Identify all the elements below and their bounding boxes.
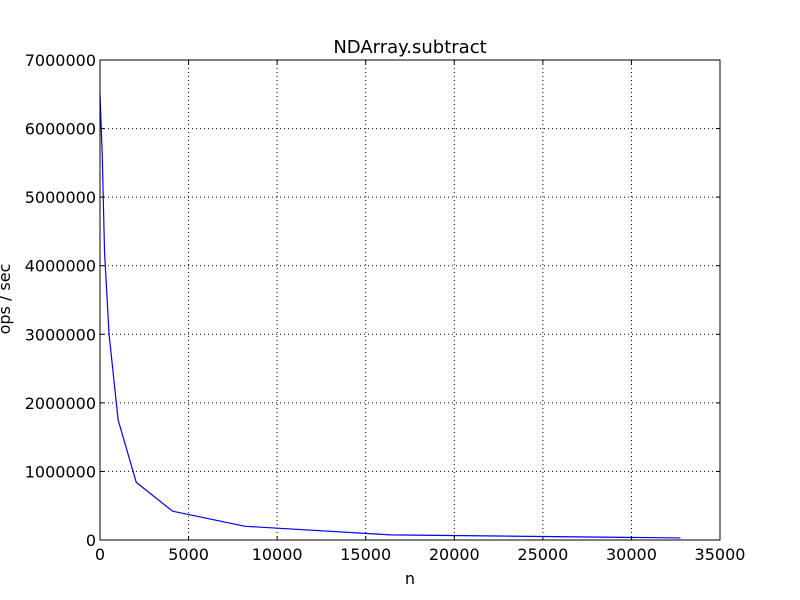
data-point — [680, 537, 681, 538]
y-tick-label: 4000000 — [25, 257, 96, 276]
x-tick-label: 20000 — [429, 545, 480, 564]
x-axis-label: n — [405, 569, 415, 588]
x-tick-label: 5000 — [168, 545, 209, 564]
x-tick-label: 25000 — [517, 545, 568, 564]
x-tick-label: 10000 — [252, 545, 303, 564]
tick-labels: 0 5000 10000 15000 20000 25000 30000 35000 0 1000… — [25, 51, 746, 564]
data-point — [118, 419, 119, 420]
data-point — [390, 534, 391, 535]
y-axis-label: ops / sec — [0, 264, 14, 335]
y-tick-label: 3000000 — [25, 325, 96, 344]
tick-marks — [99, 59, 721, 541]
grid-lines — [100, 60, 720, 540]
y-tick-label: 5000000 — [25, 188, 96, 207]
x-tick-label: 30000 — [606, 545, 657, 564]
data-point — [108, 334, 109, 335]
y-tick-label: 0 — [86, 531, 96, 550]
data-point — [104, 251, 105, 252]
series-line — [99, 94, 681, 539]
x-tick-label: 35000 — [695, 545, 746, 564]
chart-title: NDArray.subtract — [333, 37, 486, 58]
x-tick-label: 15000 — [340, 545, 391, 564]
plot-frame — [99, 59, 721, 541]
data-point — [102, 155, 103, 156]
y-tick-label: 7000000 — [25, 51, 96, 70]
y-tick-label: 2000000 — [25, 394, 96, 413]
data-point — [136, 482, 137, 483]
x-tick-label: 0 — [95, 545, 105, 564]
y-tick-label: 6000000 — [25, 120, 96, 139]
series-layer — [99, 94, 681, 539]
data-point — [245, 526, 246, 527]
y-tick-label: 1000000 — [25, 462, 96, 481]
data-point — [172, 511, 173, 512]
